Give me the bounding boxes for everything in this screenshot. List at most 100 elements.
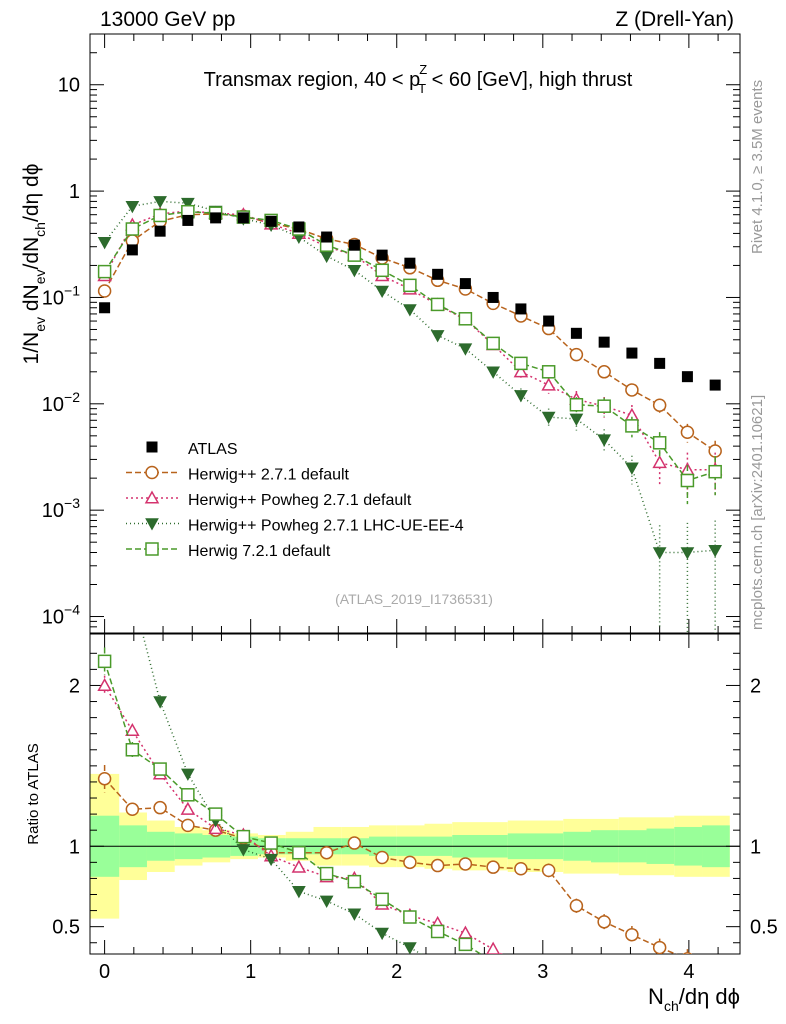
series-3-ratio-point: [347, 908, 362, 921]
series-1-main-point: [625, 383, 639, 397]
x-tick-label: 4: [683, 961, 694, 983]
series-2-ratio-point: [125, 722, 140, 737]
series-1-ratio-point: [652, 940, 667, 954]
atlas-data-point: [210, 212, 222, 224]
series-4-main-point: [514, 356, 528, 371]
series-2-main-point: [513, 364, 529, 378]
series-4-main-point: [403, 278, 417, 293]
legend-label-series-2: Herwig++ Powheg 2.7.1 default: [188, 492, 412, 509]
atlas-data-point: [515, 303, 527, 315]
series-1-ratio-point: [569, 899, 584, 913]
atlas-data-point: [543, 315, 555, 327]
series-4-ratio-point: [181, 788, 195, 802]
series-3-main-point: [403, 304, 417, 317]
series-3-ratio-point: [459, 964, 471, 975]
header-right-label: Z (Drell-Yan): [615, 8, 734, 31]
series-2-ratio-point: [515, 959, 527, 970]
ratio-tick-label-left: 2: [69, 675, 80, 697]
y-tick-label: 10: [58, 75, 80, 97]
series-4-main-point: [458, 312, 473, 326]
series-3-ratio-point: [375, 927, 389, 941]
axis-ticks: 10−4 10−3 10−2 10−1 1 10 0 1 2 3 4 0.5 0.5 1 1 2 2: [42, 33, 778, 983]
header-left-label: 13000 GeV pp: [100, 8, 235, 31]
series-1-ratio-point: [458, 857, 473, 871]
x-tick-label: 1: [245, 961, 256, 983]
series-4-main-point: [97, 264, 112, 279]
series-4-ratio-point: [626, 972, 638, 984]
series-3-main-point: [541, 411, 556, 425]
atlas-data-point: [154, 225, 166, 237]
series-3-main-point: [97, 237, 112, 250]
ratio-plot-marks: [97, 634, 721, 994]
atlas-data-point: [654, 357, 666, 369]
series-3-ratio-point: [292, 885, 306, 899]
series-3-ratio-point: [236, 844, 251, 857]
series-1-ratio-point: [319, 845, 334, 860]
series-1-ratio-point: [625, 927, 639, 942]
ratio-uncertainty-bands: [90, 773, 740, 919]
series-3-ratio-point: [515, 978, 527, 989]
atlas-data-point: [598, 336, 610, 348]
series-1-main-point: [97, 284, 112, 298]
rivet-label: Rivet 4.1.0, ≥ 3.5M events: [749, 80, 766, 254]
series-4-main-point: [597, 399, 611, 413]
series-4-ratio-point: [292, 845, 306, 860]
series-4-ratio-point: [125, 743, 140, 757]
series-4-ratio-point: [264, 836, 278, 850]
legend-marker-series-1: [145, 465, 159, 480]
main-title: Transmax region, 40 < pZ T < 60 [GeV], hi…: [204, 62, 633, 96]
series-1-ratio-point: [347, 836, 362, 850]
series-3-ratio-point: [432, 959, 444, 970]
main-plot-marks: [97, 196, 723, 633]
series-1-ratio-point: [597, 915, 611, 929]
series-4-ratio-point: [487, 956, 499, 968]
series-3-main-point: [153, 196, 167, 209]
series-4-ratio-point: [598, 969, 610, 981]
series-3-main-point: [569, 413, 584, 427]
atlas-data-point: [126, 244, 138, 256]
series-3-ratio-point: [543, 983, 555, 994]
series-4-ratio-point: [515, 969, 527, 981]
y-tick-label: 10−2: [42, 389, 80, 416]
ratio-tick-label-left: 0.5: [52, 917, 80, 939]
series-1-main-point: [708, 444, 722, 458]
legend-marker-series-3: [145, 518, 159, 531]
atlas-data-point: [293, 221, 305, 233]
series-4-ratio-point: [347, 874, 362, 889]
series-1-ratio-point: [375, 850, 389, 865]
series-3-main-point: [375, 285, 389, 299]
series-2-ratio-point: [486, 941, 501, 954]
series-3-main-point: [625, 462, 639, 475]
series-4-ratio-point: [458, 937, 473, 952]
series-2-ratio-point: [180, 801, 196, 815]
series-1-main-point: [652, 398, 667, 412]
y-tick-label: 10−4: [42, 602, 80, 629]
ratio-axis-label: Ratio to ATLAS: [25, 743, 42, 844]
series-4-main-point: [430, 297, 445, 312]
series-2-main-point: [652, 455, 667, 469]
series-1-ratio-point: [125, 802, 140, 817]
series-1-ratio-point: [403, 855, 417, 870]
atlas-data-point: [376, 249, 388, 261]
series-3-main-point: [125, 200, 140, 214]
series-3-main-point: [486, 366, 500, 379]
atlas-data-point: [404, 257, 416, 269]
mcplots-label: mcplots.cern.ch [arXiv:2401.10621]: [749, 395, 766, 630]
series-2-ratio-point: [97, 677, 112, 692]
series-2-ratio-point: [208, 821, 223, 835]
y-tick-label: 1: [69, 181, 80, 203]
series-4-main-point: [153, 208, 167, 223]
atlas-data-point: [99, 302, 111, 314]
y-axis-label: 1/Nev dNev/dNch/dη dϕ: [20, 164, 48, 365]
series-2-main-line: [103, 210, 716, 471]
series-3-ratio-point: [319, 895, 334, 908]
series-3-main-line: [104, 200, 716, 554]
atlas-data-point: [237, 212, 249, 224]
series-1-ratio-point: [709, 962, 721, 974]
series-3-ratio-point: [403, 942, 417, 954]
series-4-ratio-point: [430, 924, 445, 939]
series-4-main-point: [486, 336, 500, 351]
series-2-main-point: [541, 377, 556, 391]
x-tick-label: 3: [537, 961, 548, 983]
